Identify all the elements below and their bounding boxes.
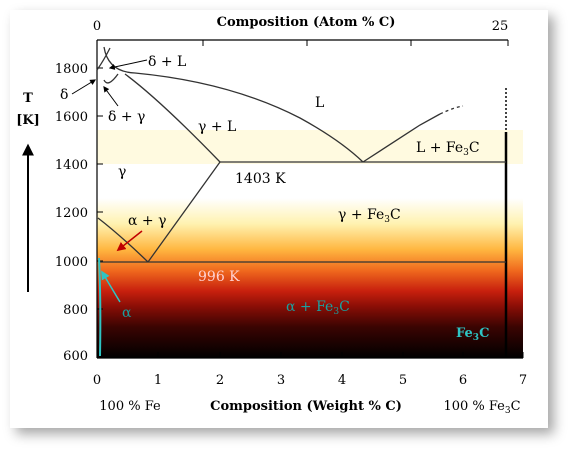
tick-1800: 1800 [55,62,88,77]
delta-boundary [96,47,111,71]
tick-600: 600 [63,349,88,364]
top-tick-label-0: 0 [93,19,101,34]
label-fe3c: Fe3C [456,326,489,343]
liquidus-right [362,113,441,163]
y-axis-title-unit: [K] [16,113,40,128]
delta-gamma-boundary [103,73,119,84]
label-gamma-plus-l: γ + L [198,119,236,135]
liquidus-left [103,46,364,163]
bottom-tick-2: 2 [216,373,224,388]
label-delta-plus-l: δ + L [148,54,186,70]
bottom-axis-ticks [96,352,524,358]
bottom-tick-3: 3 [277,373,285,388]
bottom-tick-5: 5 [399,373,407,388]
solidus [124,73,221,163]
bottom-tick-4: 4 [338,373,346,388]
label-alpha-plus-gamma: α + γ [128,213,166,229]
alpha-boundary [98,257,102,357]
a3-line [97,217,149,263]
tick-1600: 1600 [55,110,88,125]
top-axis-title: Composition (Atom % C) [217,15,396,30]
top-axis-ticks [96,40,509,46]
liquidus-right-dashed [439,105,464,115]
acm-line [147,161,221,263]
label-l-plus-fe3c: L + Fe3C [416,140,480,158]
arrow-alpha [101,270,121,303]
label-delta-plus-gamma: δ + γ [108,109,145,125]
label-delta: δ [60,87,68,103]
label-gamma: γ [118,164,126,180]
top-tick-label-25: 25 [492,19,509,34]
label-996k: 996 K [198,269,240,285]
bottom-tick-6: 6 [459,373,467,388]
tick-1400: 1400 [55,158,88,173]
bottom-tick-1: 1 [154,373,162,388]
liquid-region-bg [97,38,523,138]
y-axis-title-t: T [23,91,33,106]
arrow-alpha-plus-gamma [116,230,143,252]
label-alpha-plus-fe3c: α + Fe3C [286,299,350,317]
label-alpha: α [122,305,132,321]
bottom-axis-title: Composition (Weight % C) [210,399,402,414]
arrow-delta [71,79,97,95]
left-end-label: 100 % Fe [99,399,161,414]
right-end-label: 100 % Fe3C [443,399,520,416]
label-1403k: 1403 K [235,171,286,187]
arrow-delta-plus-gamma [103,86,119,107]
phase-boundaries [96,46,506,263]
tick-1000: 1000 [55,255,88,270]
bottom-tick-0: 0 [93,373,101,388]
label-liquid: L [315,95,324,111]
fade-band [97,130,523,164]
label-gamma-plus-fe3c: γ + Fe3C [338,207,401,225]
bottom-tick-7: 7 [519,373,527,388]
tick-800: 800 [63,303,88,318]
arrow-delta-plus-l [108,59,148,70]
tick-1200: 1200 [55,206,88,221]
